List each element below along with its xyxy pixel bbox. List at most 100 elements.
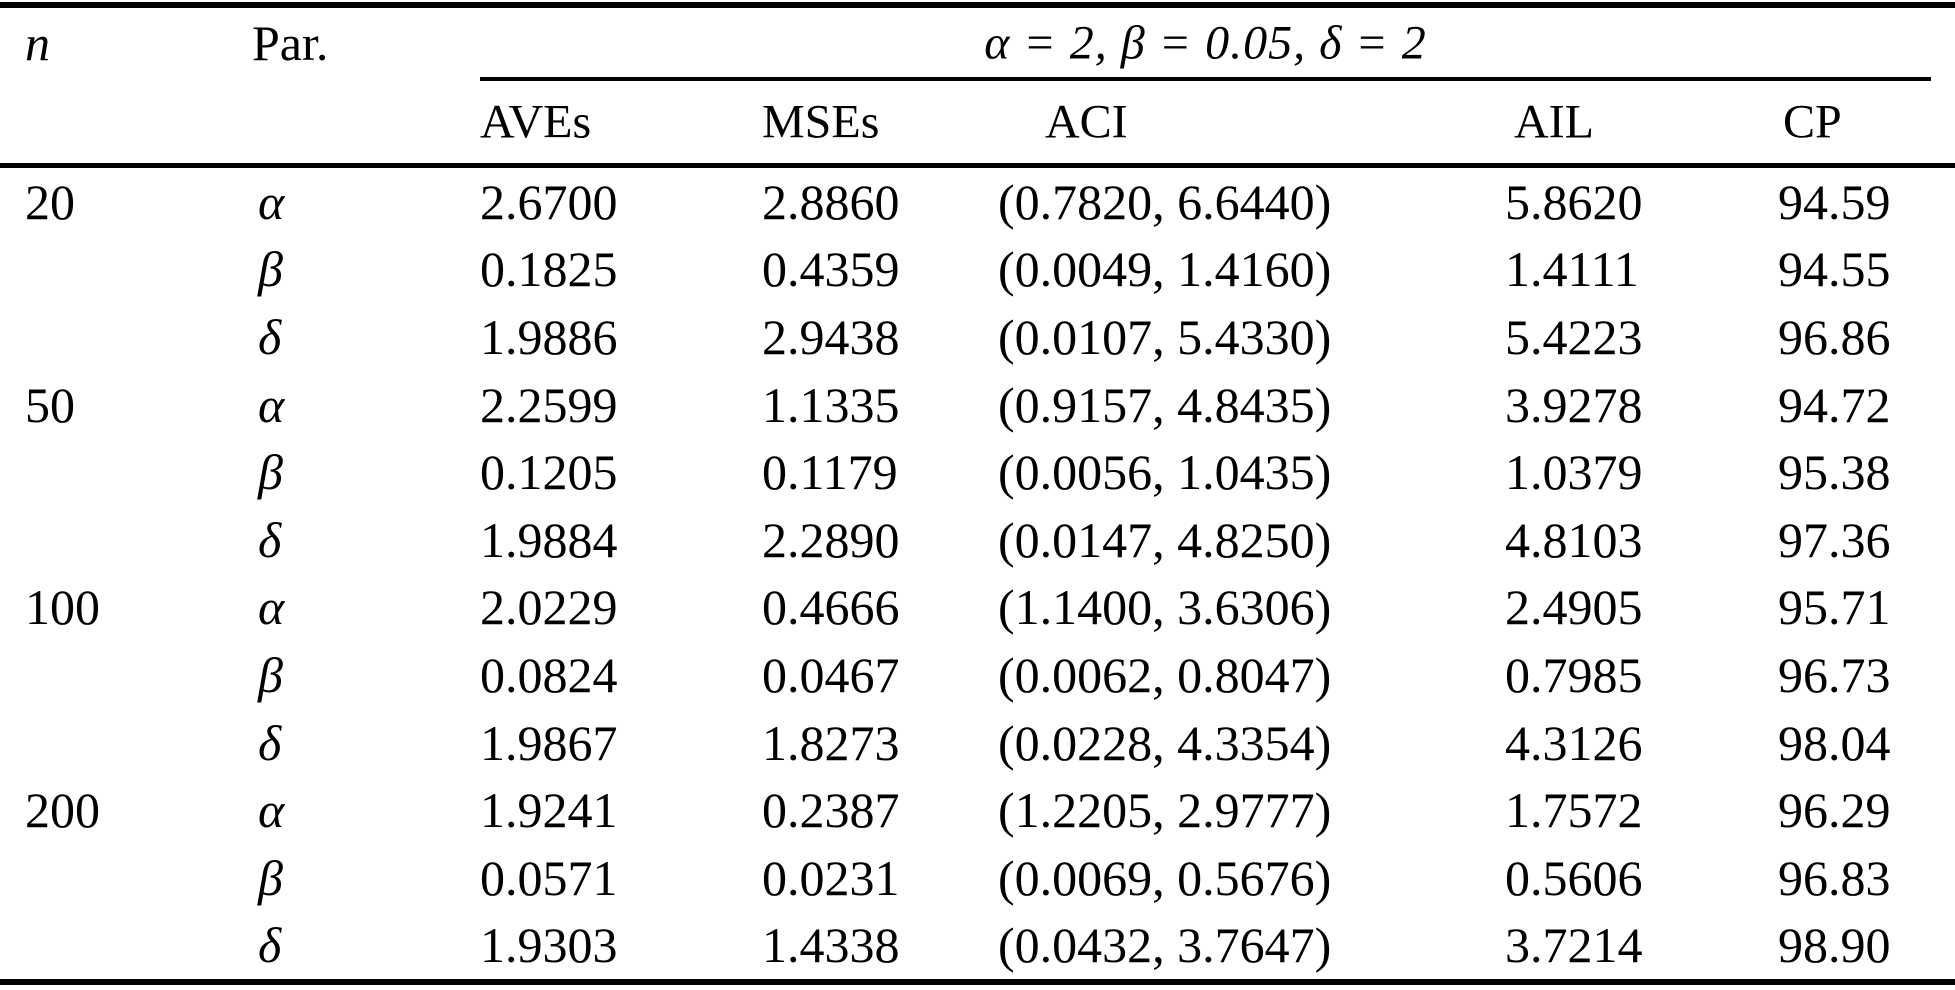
cell-aves: 1.9241 <box>480 782 618 839</box>
cell-aves: 1.9867 <box>480 714 618 771</box>
cell-par: β <box>258 849 283 906</box>
cell-par: α <box>258 782 285 839</box>
cell-aves: 0.1205 <box>480 444 618 501</box>
column-header-aves: AVEs <box>480 95 592 149</box>
table-row: β 0.1205 0.1179 (0.0056, 1.0435) 1.0379 … <box>0 438 1955 506</box>
cell-aci: (0.7820, 6.6440) <box>998 173 1332 230</box>
table-row: 200 α 1.9241 0.2387 (1.2205, 2.9777) 1.7… <box>0 776 1955 844</box>
cell-aves: 2.2599 <box>480 376 618 433</box>
table-row: 100 α 2.0229 0.4666 (1.1400, 3.6306) 2.4… <box>0 574 1955 642</box>
column-header-mses: MSEs <box>762 95 880 149</box>
cell-mses: 0.4359 <box>762 241 900 298</box>
cell-n: 50 <box>25 376 75 433</box>
cell-cp: 96.29 <box>1778 782 1891 839</box>
column-header-par: Par. <box>252 15 329 71</box>
cell-cp: 94.59 <box>1778 173 1891 230</box>
cell-aci: (0.0049, 1.4160) <box>998 241 1332 298</box>
cell-ail: 4.3126 <box>1505 714 1643 771</box>
cell-aci: (0.9157, 4.8435) <box>998 376 1332 433</box>
column-header-aci: ACI <box>1045 95 1128 149</box>
cell-ail: 1.0379 <box>1505 444 1643 501</box>
column-header-ail: AIL <box>1514 95 1594 149</box>
cell-par: δ <box>258 714 282 771</box>
table-bottom-rule <box>0 979 1955 985</box>
parameter-settings-title: α = 2, β = 0.05, δ = 2 <box>984 16 1427 70</box>
cell-cp: 94.55 <box>1778 241 1891 298</box>
table-row: δ 1.9303 1.4338 (0.0432, 3.7647) 3.7214 … <box>0 912 1955 980</box>
cell-aves: 0.0571 <box>480 849 618 906</box>
cell-aves: 2.0229 <box>480 579 618 636</box>
cell-cp: 94.72 <box>1778 376 1891 433</box>
table-row: δ 1.9884 2.2890 (0.0147, 4.8250) 4.8103 … <box>0 506 1955 574</box>
cell-ail: 3.9278 <box>1505 376 1643 433</box>
cell-ail: 1.7572 <box>1505 782 1643 839</box>
header-body-divider-rule <box>0 163 1955 168</box>
cell-par: β <box>258 241 283 298</box>
table-row: δ 1.9867 1.8273 (0.0228, 4.3354) 4.3126 … <box>0 709 1955 777</box>
cell-aci: (1.2205, 2.9777) <box>998 782 1332 839</box>
cell-aci: (0.0432, 3.7647) <box>998 917 1332 974</box>
cell-par: α <box>258 376 285 433</box>
column-header-cp: CP <box>1783 95 1842 149</box>
column-header-row: AVEs MSEs ACI AIL CP <box>0 81 1955 163</box>
cell-ail: 3.7214 <box>1505 917 1643 974</box>
cell-mses: 2.9438 <box>762 308 900 365</box>
cell-aves: 1.9886 <box>480 308 618 365</box>
cell-aves: 1.9303 <box>480 917 618 974</box>
cell-aci: (0.0228, 4.3354) <box>998 714 1332 771</box>
table-body: 20 α 2.6700 2.8860 (0.7820, 6.6440) 5.86… <box>0 168 1955 979</box>
cell-aves: 1.9884 <box>480 511 618 568</box>
column-header-n: n <box>25 15 50 71</box>
cell-ail: 2.4905 <box>1505 579 1643 636</box>
cell-par: α <box>258 579 285 636</box>
cell-aci: (0.0147, 4.8250) <box>998 511 1332 568</box>
cell-mses: 0.0467 <box>762 646 900 703</box>
cell-par: δ <box>258 917 282 974</box>
cell-cp: 97.36 <box>1778 511 1891 568</box>
cell-aves: 2.6700 <box>480 173 618 230</box>
spanner-rule <box>480 77 1931 81</box>
table-row: δ 1.9886 2.9438 (0.0107, 5.4330) 5.4223 … <box>0 303 1955 371</box>
cell-n: 20 <box>25 173 75 230</box>
cell-ail: 5.4223 <box>1505 308 1643 365</box>
cell-ail: 1.4111 <box>1505 241 1639 298</box>
cell-par: β <box>258 646 283 703</box>
cell-mses: 0.1179 <box>762 444 898 501</box>
table-row: β 0.0824 0.0467 (0.0062, 0.8047) 0.7985 … <box>0 641 1955 709</box>
cell-aci: (0.0069, 0.5676) <box>998 849 1332 906</box>
cell-mses: 0.0231 <box>762 849 900 906</box>
table-row: 20 α 2.6700 2.8860 (0.7820, 6.6440) 5.86… <box>0 168 1955 236</box>
cell-cp: 98.04 <box>1778 714 1891 771</box>
cell-ail: 0.5606 <box>1505 849 1643 906</box>
cell-cp: 96.83 <box>1778 849 1891 906</box>
cell-mses: 1.1335 <box>762 376 900 433</box>
cell-par: α <box>258 173 285 230</box>
cell-cp: 96.73 <box>1778 646 1891 703</box>
cell-aci: (0.0107, 5.4330) <box>998 308 1332 365</box>
table-row: 50 α 2.2599 1.1335 (0.9157, 4.8435) 3.92… <box>0 371 1955 439</box>
cell-mses: 0.2387 <box>762 782 900 839</box>
cell-par: β <box>258 444 283 501</box>
table-row: β 0.0571 0.0231 (0.0069, 0.5676) 0.5606 … <box>0 844 1955 912</box>
cell-ail: 5.8620 <box>1505 173 1643 230</box>
cell-ail: 0.7985 <box>1505 646 1643 703</box>
cell-par: δ <box>258 308 282 365</box>
cell-n: 100 <box>25 579 100 636</box>
cell-aves: 0.0824 <box>480 646 618 703</box>
cell-ail: 4.8103 <box>1505 511 1643 568</box>
cell-aci: (0.0056, 1.0435) <box>998 444 1332 501</box>
cell-mses: 2.8860 <box>762 173 900 230</box>
cell-cp: 96.86 <box>1778 308 1891 365</box>
cell-mses: 2.2890 <box>762 511 900 568</box>
header-cell-n: n <box>25 12 225 74</box>
cell-mses: 1.8273 <box>762 714 900 771</box>
cell-aci: (1.1400, 3.6306) <box>998 579 1332 636</box>
cell-cp: 98.90 <box>1778 917 1891 974</box>
cell-n: 200 <box>25 782 100 839</box>
table-top-rule <box>0 2 1955 8</box>
cell-aci: (0.0062, 0.8047) <box>998 646 1332 703</box>
cell-cp: 95.71 <box>1778 579 1891 636</box>
cell-mses: 0.4666 <box>762 579 900 636</box>
header-cell-span: α = 2, β = 0.05, δ = 2 <box>480 12 1931 74</box>
